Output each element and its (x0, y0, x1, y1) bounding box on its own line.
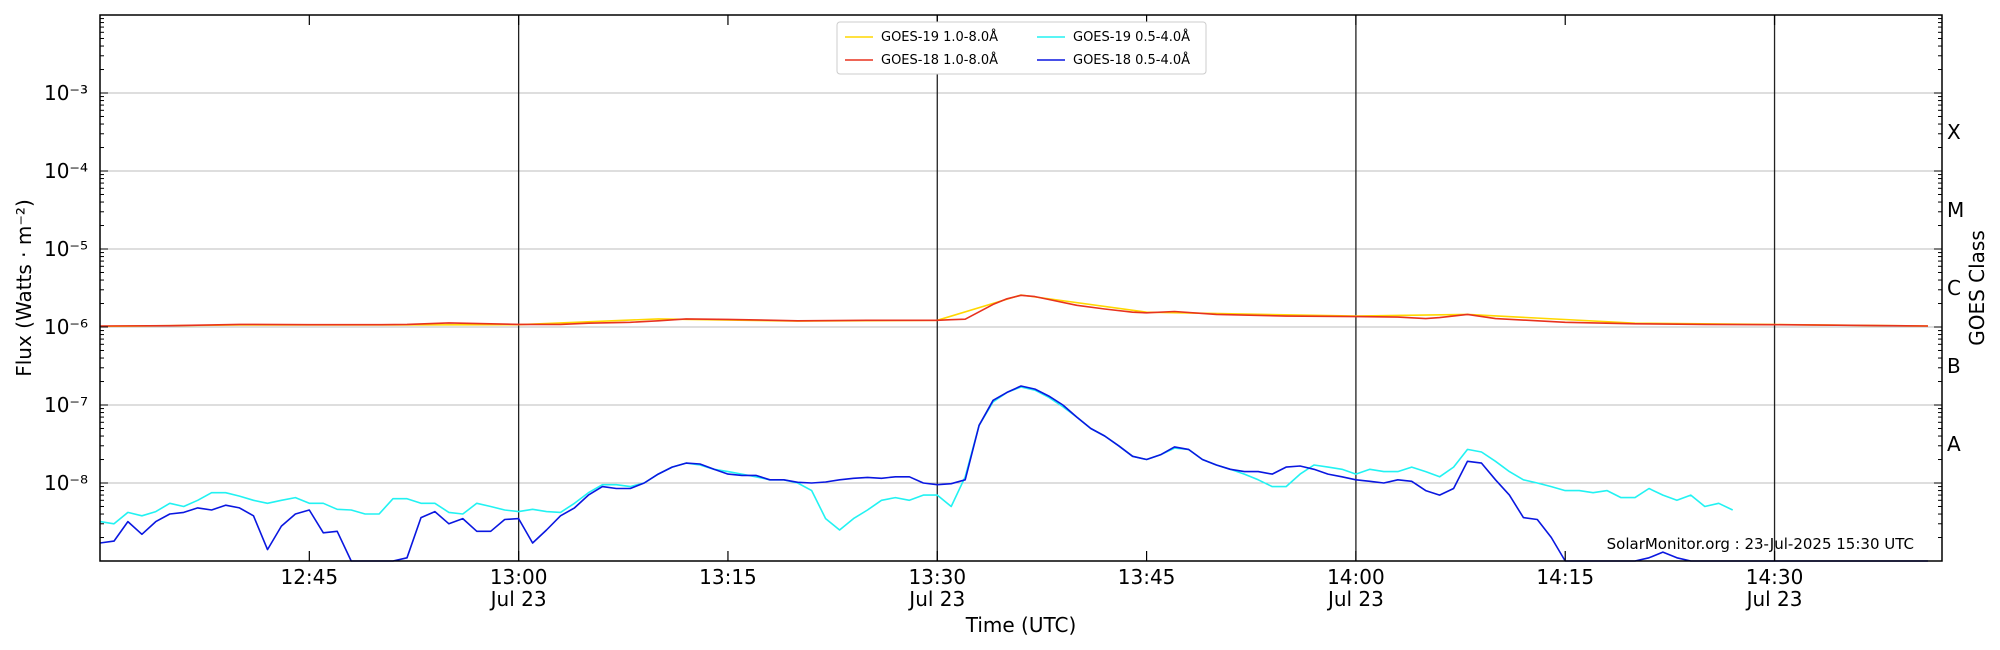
y-tick-label: 10⁻⁴ (44, 159, 88, 183)
legend-label-goes18-short: GOES-18 0.5-4.0Å (1073, 52, 1190, 68)
x-tick-label: 14:30 (1746, 565, 1804, 589)
x-axis-label: Time (UTC) (965, 613, 1077, 637)
goes-class-label: X (1947, 120, 1961, 144)
x-tick-label: 12:45 (280, 565, 338, 589)
goes-class-axis-label: GOES Class (1965, 230, 1989, 346)
goes-class-label: B (1947, 354, 1961, 378)
x-tick-date-label: Jul 23 (1326, 587, 1384, 611)
x-tick-label: 13:15 (699, 565, 757, 589)
y-tick-label: 10⁻⁸ (44, 471, 88, 495)
series-line-1 (99, 294, 1929, 327)
y-tick-label: 10⁻⁶ (44, 315, 88, 339)
x-tick-date-label: Jul 23 (1745, 587, 1803, 611)
legend-label-goes19-short: GOES-19 0.5-4.0Å (1073, 29, 1190, 45)
goes-class-label: A (1947, 432, 1961, 456)
y-tick-label: 10⁻⁵ (44, 237, 88, 261)
plot-frame (99, 14, 1943, 562)
x-tick-label: 13:30 (908, 565, 966, 589)
x-tick-label: 14:15 (1536, 565, 1594, 589)
credit-text: SolarMonitor.org : 23-Jul-2025 15:30 UTC (1607, 535, 1914, 553)
legend-label-goes18-long: GOES-18 1.0-8.0Å (881, 52, 998, 68)
goes-class-label: M (1947, 198, 1964, 222)
y-tick-label: 10⁻⁷ (44, 393, 88, 417)
x-tick-date-label: Jul 23 (489, 587, 547, 611)
legend: GOES-19 1.0-8.0Å GOES-18 1.0-8.0Å GOES-1… (836, 21, 1207, 75)
x-tick-label: 13:45 (1118, 565, 1176, 589)
plot-background (100, 15, 1942, 561)
x-tick-label: 14:00 (1327, 565, 1385, 589)
series-line-2 (99, 386, 1734, 531)
y-tick-label: 10⁻³ (44, 81, 88, 105)
x-tick-date-label: Jul 23 (907, 587, 965, 611)
legend-box (836, 21, 1207, 75)
grid-layer (100, 15, 1942, 561)
goes-class-label: C (1947, 276, 1961, 300)
x-tick-label: 13:00 (490, 565, 548, 589)
legend-label-goes19-long: GOES-19 1.0-8.0Å (881, 29, 998, 45)
y-axis-label: Flux (Watts · m⁻²) (12, 199, 36, 377)
